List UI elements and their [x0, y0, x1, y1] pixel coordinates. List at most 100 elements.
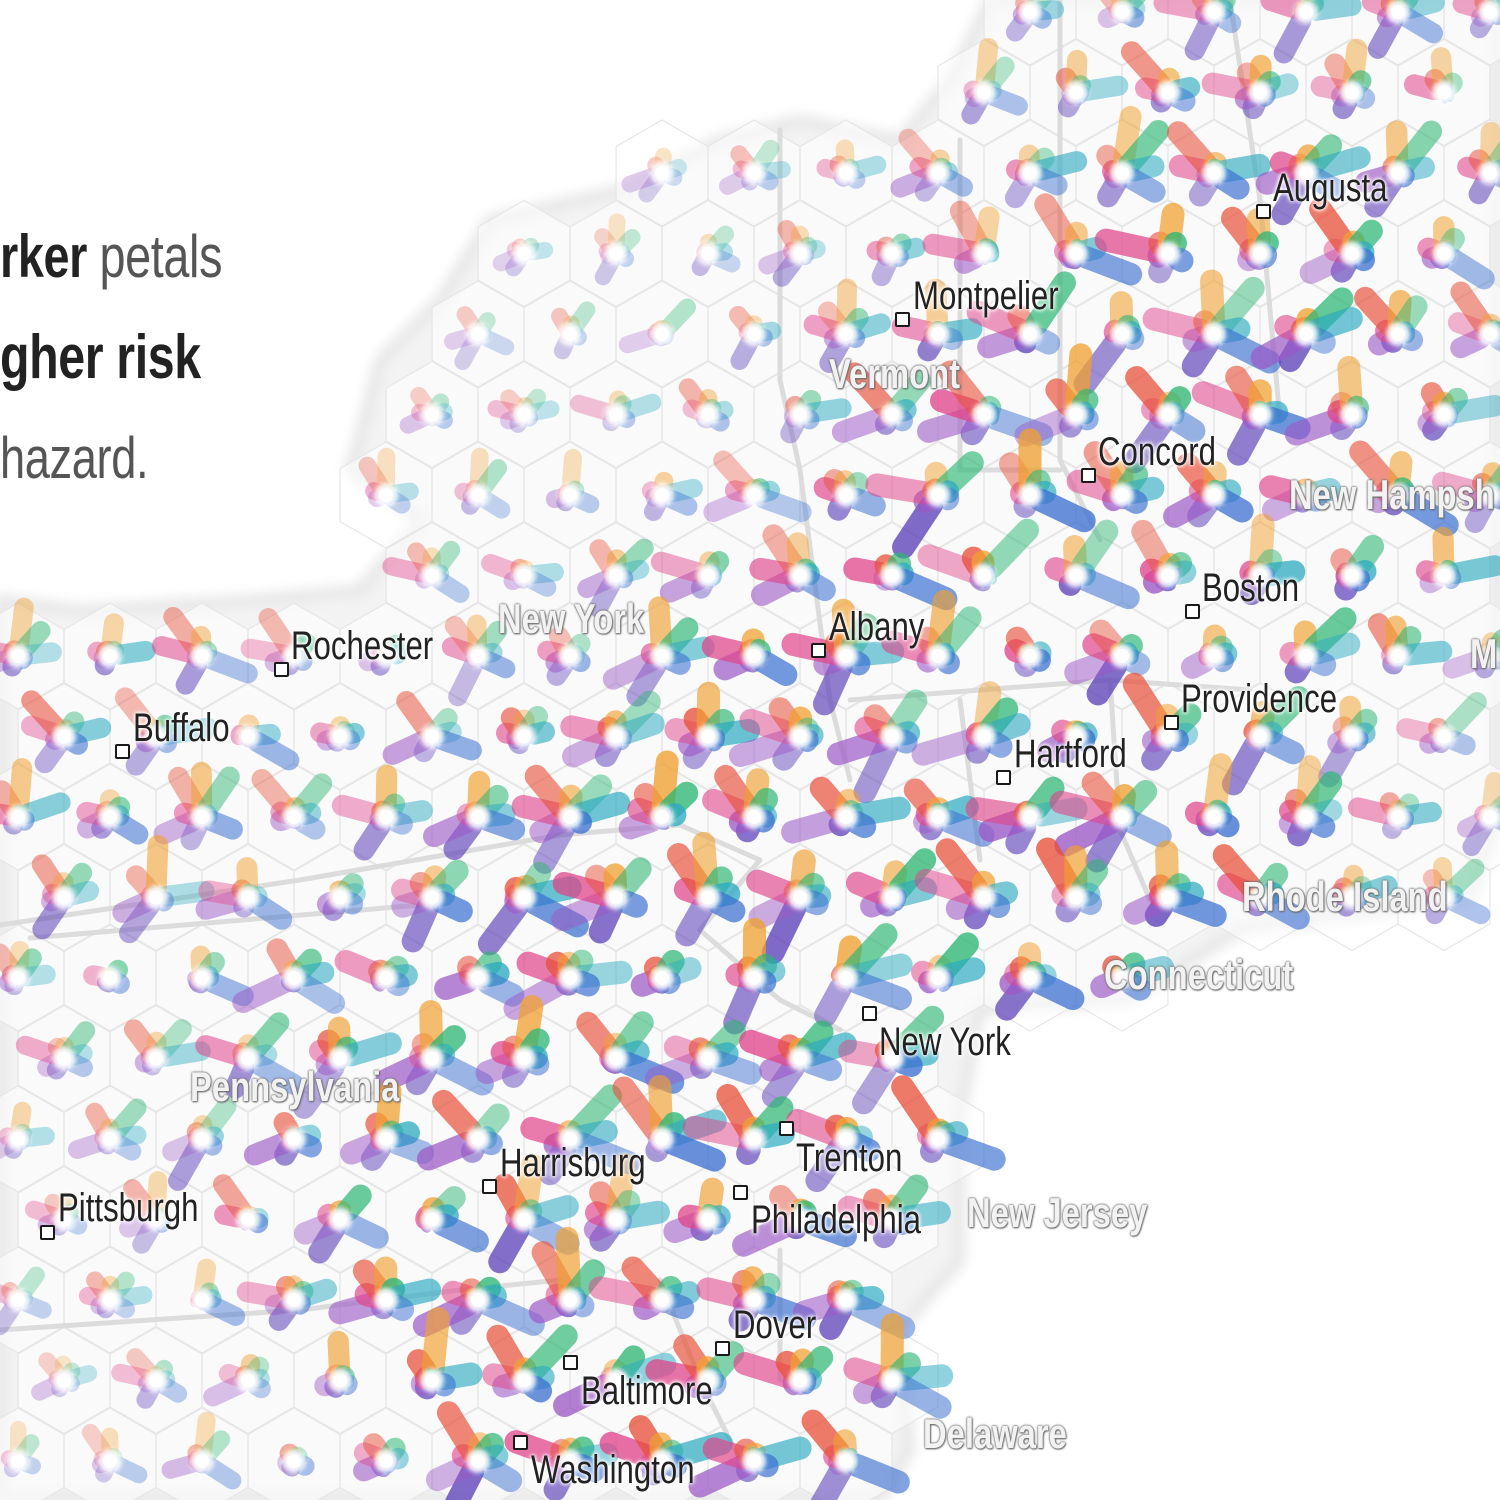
- flower-glyph[interactable]: [783, 1106, 885, 1197]
- flower-glyph[interactable]: [1159, 448, 1258, 532]
- flower-glyph[interactable]: [1119, 840, 1230, 931]
- city-marker-trenton[interactable]: [779, 1121, 794, 1136]
- flower-glyph[interactable]: [397, 384, 456, 437]
- flower-glyph[interactable]: [694, 1266, 820, 1337]
- flower-glyph[interactable]: [728, 1180, 860, 1260]
- city-marker-concord[interactable]: [1081, 468, 1096, 483]
- flower-glyph[interactable]: [1069, 291, 1148, 400]
- flower-glyph[interactable]: [355, 447, 420, 517]
- flower-glyph[interactable]: [958, 37, 1031, 128]
- flower-glyph[interactable]: [836, 1001, 948, 1119]
- flower-glyph[interactable]: [675, 375, 736, 435]
- flower-glyph[interactable]: [494, 702, 557, 758]
- flower-glyph[interactable]: [840, 1313, 955, 1423]
- flower-glyph[interactable]: [778, 772, 912, 846]
- flower-glyph[interactable]: [908, 928, 988, 997]
- flower-glyph[interactable]: [842, 844, 940, 922]
- flower-glyph[interactable]: [490, 234, 554, 279]
- flower-glyph[interactable]: [887, 1071, 1009, 1174]
- flower-glyph[interactable]: [1140, 269, 1285, 382]
- flower-glyph[interactable]: [642, 1015, 765, 1093]
- flower-glyph[interactable]: [574, 535, 657, 621]
- flower-glyph[interactable]: [1352, 116, 1446, 222]
- flower-glyph[interactable]: [1216, 202, 1283, 275]
- flower-glyph[interactable]: [544, 448, 603, 516]
- flower-glyph[interactable]: [1278, 602, 1363, 687]
- flower-glyph[interactable]: [743, 848, 833, 968]
- flower-glyph[interactable]: [442, 303, 517, 373]
- flower-glyph[interactable]: [1275, 754, 1346, 849]
- city-marker-washington[interactable]: [513, 1435, 528, 1450]
- flower-glyph[interactable]: [688, 222, 743, 279]
- flower-glyph[interactable]: [1041, 515, 1143, 613]
- flower-glyph[interactable]: [617, 295, 700, 356]
- flower-glyph[interactable]: [120, 1015, 212, 1079]
- flower-glyph[interactable]: [0, 757, 73, 838]
- city-marker-baltimore[interactable]: [563, 1355, 578, 1370]
- flower-glyph[interactable]: [662, 681, 761, 774]
- city-marker-harrisburg[interactable]: [482, 1179, 497, 1194]
- flower-glyph[interactable]: [525, 1226, 609, 1327]
- flower-glyph[interactable]: [814, 139, 888, 192]
- city-marker-philadelphia[interactable]: [733, 1185, 748, 1200]
- flower-glyph[interactable]: [648, 547, 733, 606]
- flower-glyph[interactable]: [639, 470, 705, 524]
- flower-glyph[interactable]: [1364, 609, 1453, 678]
- flower-glyph[interactable]: [1087, 948, 1177, 1005]
- city-marker-albany[interactable]: [811, 643, 826, 658]
- flower-glyph[interactable]: [587, 1252, 704, 1324]
- flower-glyph[interactable]: [797, 1405, 913, 1500]
- flower-glyph[interactable]: [824, 685, 932, 807]
- flower-glyph[interactable]: [1349, 282, 1431, 359]
- flower-glyph[interactable]: [13, 1017, 99, 1083]
- flower-glyph[interactable]: [229, 934, 349, 1018]
- flower-glyph[interactable]: [187, 1257, 248, 1329]
- flower-glyph[interactable]: [912, 834, 1020, 933]
- flower-glyph[interactable]: [1127, 516, 1198, 598]
- flower-glyph[interactable]: [1208, 839, 1314, 933]
- flower-glyph[interactable]: [1047, 767, 1175, 877]
- flower-glyph[interactable]: [736, 1016, 860, 1112]
- flower-glyph[interactable]: [963, 267, 1080, 361]
- flower-glyph[interactable]: [337, 1079, 438, 1176]
- flower-glyph[interactable]: [1394, 688, 1491, 758]
- flower-glyph[interactable]: [486, 385, 561, 436]
- flower-glyph[interactable]: [685, 1434, 815, 1500]
- flower-glyph[interactable]: [1118, 361, 1210, 477]
- flower-glyph[interactable]: [0, 597, 63, 682]
- flower-glyph[interactable]: [599, 596, 716, 711]
- flower-glyph[interactable]: [591, 213, 644, 288]
- city-marker-new-york-city[interactable]: [862, 1006, 877, 1021]
- flower-glyph[interactable]: [1032, 833, 1113, 927]
- flower-glyph[interactable]: [829, 358, 936, 446]
- flower-glyph[interactable]: [247, 765, 336, 844]
- flower-glyph[interactable]: [478, 551, 564, 600]
- flower-glyph[interactable]: [1258, 0, 1363, 67]
- flower-glyph[interactable]: [865, 229, 928, 289]
- flower-glyph[interactable]: [726, 693, 825, 776]
- flower-glyph[interactable]: [558, 686, 667, 771]
- flower-glyph[interactable]: [568, 389, 664, 434]
- flower-glyph[interactable]: [535, 623, 594, 690]
- flower-glyph[interactable]: [1001, 622, 1055, 680]
- flower-glyph[interactable]: [1440, 625, 1500, 681]
- flower-glyph[interactable]: [1346, 789, 1443, 843]
- flower-glyph[interactable]: [518, 1080, 644, 1190]
- flower-glyph[interactable]: [110, 1344, 191, 1412]
- flower-glyph[interactable]: [835, 1170, 953, 1252]
- flower-glyph[interactable]: [1445, 277, 1500, 366]
- flower-glyph[interactable]: [899, 774, 998, 851]
- flower-glyph[interactable]: [28, 850, 102, 943]
- flower-glyph[interactable]: [1296, 193, 1388, 287]
- flower-glyph[interactable]: [372, 1000, 498, 1100]
- flower-glyph[interactable]: [995, 428, 1100, 536]
- flower-glyph[interactable]: [1414, 378, 1500, 445]
- flower-glyph[interactable]: [308, 716, 366, 756]
- flower-glyph[interactable]: [548, 298, 599, 362]
- flower-glyph[interactable]: [413, 1085, 514, 1174]
- flower-glyph[interactable]: [1162, 117, 1272, 211]
- flower-glyph[interactable]: [288, 1016, 404, 1123]
- flower-glyph[interactable]: [0, 1420, 43, 1481]
- flower-glyph[interactable]: [1188, 361, 1313, 469]
- flower-glyph[interactable]: [0, 1263, 54, 1338]
